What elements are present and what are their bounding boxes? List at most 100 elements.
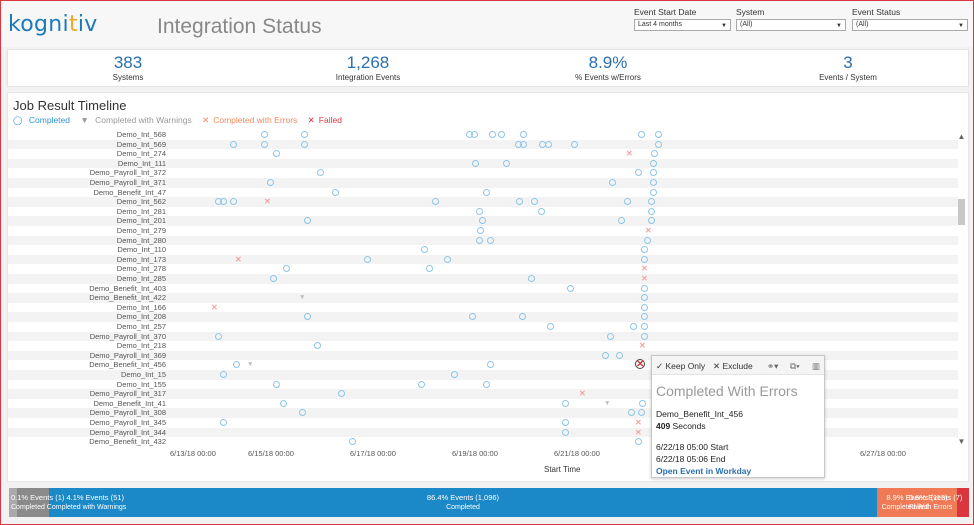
completed-mark[interactable]: [364, 255, 371, 263]
keep-only-button[interactable]: ✓ Keep Only: [656, 361, 706, 371]
completed-mark[interactable]: [562, 419, 569, 426]
completed-mark[interactable]: [655, 140, 662, 148]
completed-mark[interactable]: [607, 332, 614, 340]
completed-with-warnings-mark[interactable]: ▼: [299, 294, 306, 302]
completed-mark[interactable]: [338, 390, 345, 398]
completed-mark[interactable]: [545, 140, 552, 148]
kognitiv-logo[interactable]: kognitiv: [8, 12, 98, 37]
row-label[interactable]: Demo_Int_166: [116, 302, 166, 312]
event-status-select[interactable]: (All) ▼: [852, 19, 968, 31]
status-segment[interactable]: [9, 488, 17, 517]
view-data-icon[interactable]: ▥: [812, 361, 821, 371]
row-label[interactable]: Demo_Int_278: [116, 264, 166, 274]
row-label[interactable]: Demo_Int_279: [116, 226, 166, 235]
completed-mark[interactable]: [483, 380, 490, 388]
completed-with-errors-mark[interactable]: ✕: [641, 264, 648, 274]
completed-mark[interactable]: [444, 255, 451, 263]
completed-mark[interactable]: [483, 188, 490, 196]
completed-mark[interactable]: [304, 217, 311, 225]
completed-mark[interactable]: [609, 179, 616, 186]
row-label[interactable]: Demo_Payroll_Int_370: [89, 331, 166, 341]
row-label[interactable]: Demo_Benefit_Int_422: [89, 293, 166, 303]
create-set-icon[interactable]: ⧉▾: [790, 361, 800, 371]
completed-mark[interactable]: [426, 265, 433, 273]
completed-mark[interactable]: [233, 361, 240, 369]
completed-with-errors-mark[interactable]: ✕: [626, 149, 633, 159]
completed-mark[interactable]: [650, 159, 657, 167]
kpi-events-with-errors[interactable]: 8.9% % Events w/Errors: [488, 53, 728, 82]
kpi-integration-events[interactable]: 1,268 Integration Events: [248, 53, 488, 82]
completed-mark[interactable]: [641, 332, 648, 340]
row-label[interactable]: Demo_Int_110: [117, 245, 166, 255]
completed-mark[interactable]: [487, 361, 494, 369]
completed-with-errors-mark[interactable]: ✕: [635, 418, 642, 427]
completed-mark[interactable]: [630, 323, 637, 330]
completed-mark[interactable]: [635, 438, 642, 446]
chevron-down-icon[interactable]: ▼: [957, 437, 966, 446]
completed-mark[interactable]: [641, 255, 648, 263]
completed-mark[interactable]: [489, 131, 496, 138]
completed-mark[interactable]: [451, 371, 458, 378]
row-label[interactable]: Demo_Payroll_Int_345: [89, 418, 166, 427]
status-segment[interactable]: [957, 488, 969, 517]
row-label[interactable]: Demo_Int_173: [116, 254, 166, 264]
completed-mark[interactable]: [280, 399, 287, 407]
completed-mark[interactable]: [641, 246, 648, 254]
completed-mark[interactable]: [516, 198, 523, 206]
completed-mark[interactable]: [602, 351, 609, 359]
completed-mark[interactable]: [650, 169, 657, 177]
row-label[interactable]: Demo_Benefit_Int_456: [89, 360, 166, 370]
completed-with-errors-mark[interactable]: ✕: [211, 302, 218, 312]
completed-mark[interactable]: [531, 198, 538, 206]
completed-mark[interactable]: [273, 150, 280, 158]
status-segment[interactable]: [17, 488, 49, 517]
completed-with-errors-mark[interactable]: ✕: [635, 427, 642, 437]
completed-mark[interactable]: [520, 140, 527, 148]
completed-mark[interactable]: [567, 284, 574, 292]
completed-mark[interactable]: [616, 351, 623, 359]
completed-with-errors-mark[interactable]: ✕: [235, 254, 242, 264]
completed-mark[interactable]: [230, 198, 237, 206]
completed-mark[interactable]: [641, 323, 648, 330]
row-label[interactable]: Demo_Int_218: [116, 341, 166, 351]
completed-with-errors-mark[interactable]: ✕: [639, 341, 646, 351]
row-label[interactable]: Demo_Int_569: [116, 139, 166, 149]
scrollbar-thumb[interactable]: [958, 199, 965, 225]
completed-mark[interactable]: [628, 409, 635, 417]
row-label[interactable]: Demo_Benefit_Int_41: [93, 398, 166, 408]
row-label[interactable]: Demo_Benefit_Int_432: [89, 437, 166, 447]
completed-with-warnings-mark[interactable]: ▼: [247, 361, 254, 369]
row-label[interactable]: Demo_Benefit_Int_403: [89, 283, 166, 293]
completed-mark[interactable]: [641, 303, 648, 311]
completed-mark[interactable]: [571, 140, 578, 148]
completed-mark[interactable]: [421, 246, 428, 254]
completed-mark[interactable]: [349, 438, 356, 446]
completed-mark[interactable]: [644, 236, 651, 244]
row-label[interactable]: Demo_Int_285: [116, 274, 166, 283]
completed-mark[interactable]: [314, 342, 321, 350]
completed-mark[interactable]: [639, 399, 646, 407]
row-label[interactable]: Demo_Int_201: [116, 216, 166, 226]
completed-mark[interactable]: [520, 131, 527, 138]
completed-mark[interactable]: [476, 207, 483, 215]
row-label[interactable]: Demo_Payroll_Int_344: [89, 427, 166, 437]
system-select[interactable]: (All) ▼: [736, 19, 846, 31]
completed-mark[interactable]: [648, 207, 655, 215]
row-label[interactable]: Demo_Int_111: [117, 158, 166, 168]
row-label[interactable]: Demo_Int_15: [120, 370, 166, 379]
row-label[interactable]: Demo_Int_208: [116, 312, 166, 322]
completed-mark[interactable]: [487, 236, 494, 244]
event-start-date-select[interactable]: Last 4 months ▼: [634, 19, 731, 31]
completed-mark[interactable]: [418, 380, 425, 388]
completed-mark[interactable]: [650, 188, 657, 196]
kpi-systems[interactable]: 383 Systems: [8, 53, 248, 82]
completed-mark[interactable]: [261, 131, 268, 138]
completed-mark[interactable]: [648, 217, 655, 225]
row-label[interactable]: Demo_Int_568: [116, 130, 166, 139]
chevron-up-icon[interactable]: ▲: [957, 132, 966, 141]
completed-mark[interactable]: [471, 131, 478, 138]
completed-mark[interactable]: [301, 140, 308, 148]
completed-mark[interactable]: [317, 169, 324, 177]
completed-mark[interactable]: [220, 198, 227, 206]
completed-mark[interactable]: [304, 313, 311, 321]
